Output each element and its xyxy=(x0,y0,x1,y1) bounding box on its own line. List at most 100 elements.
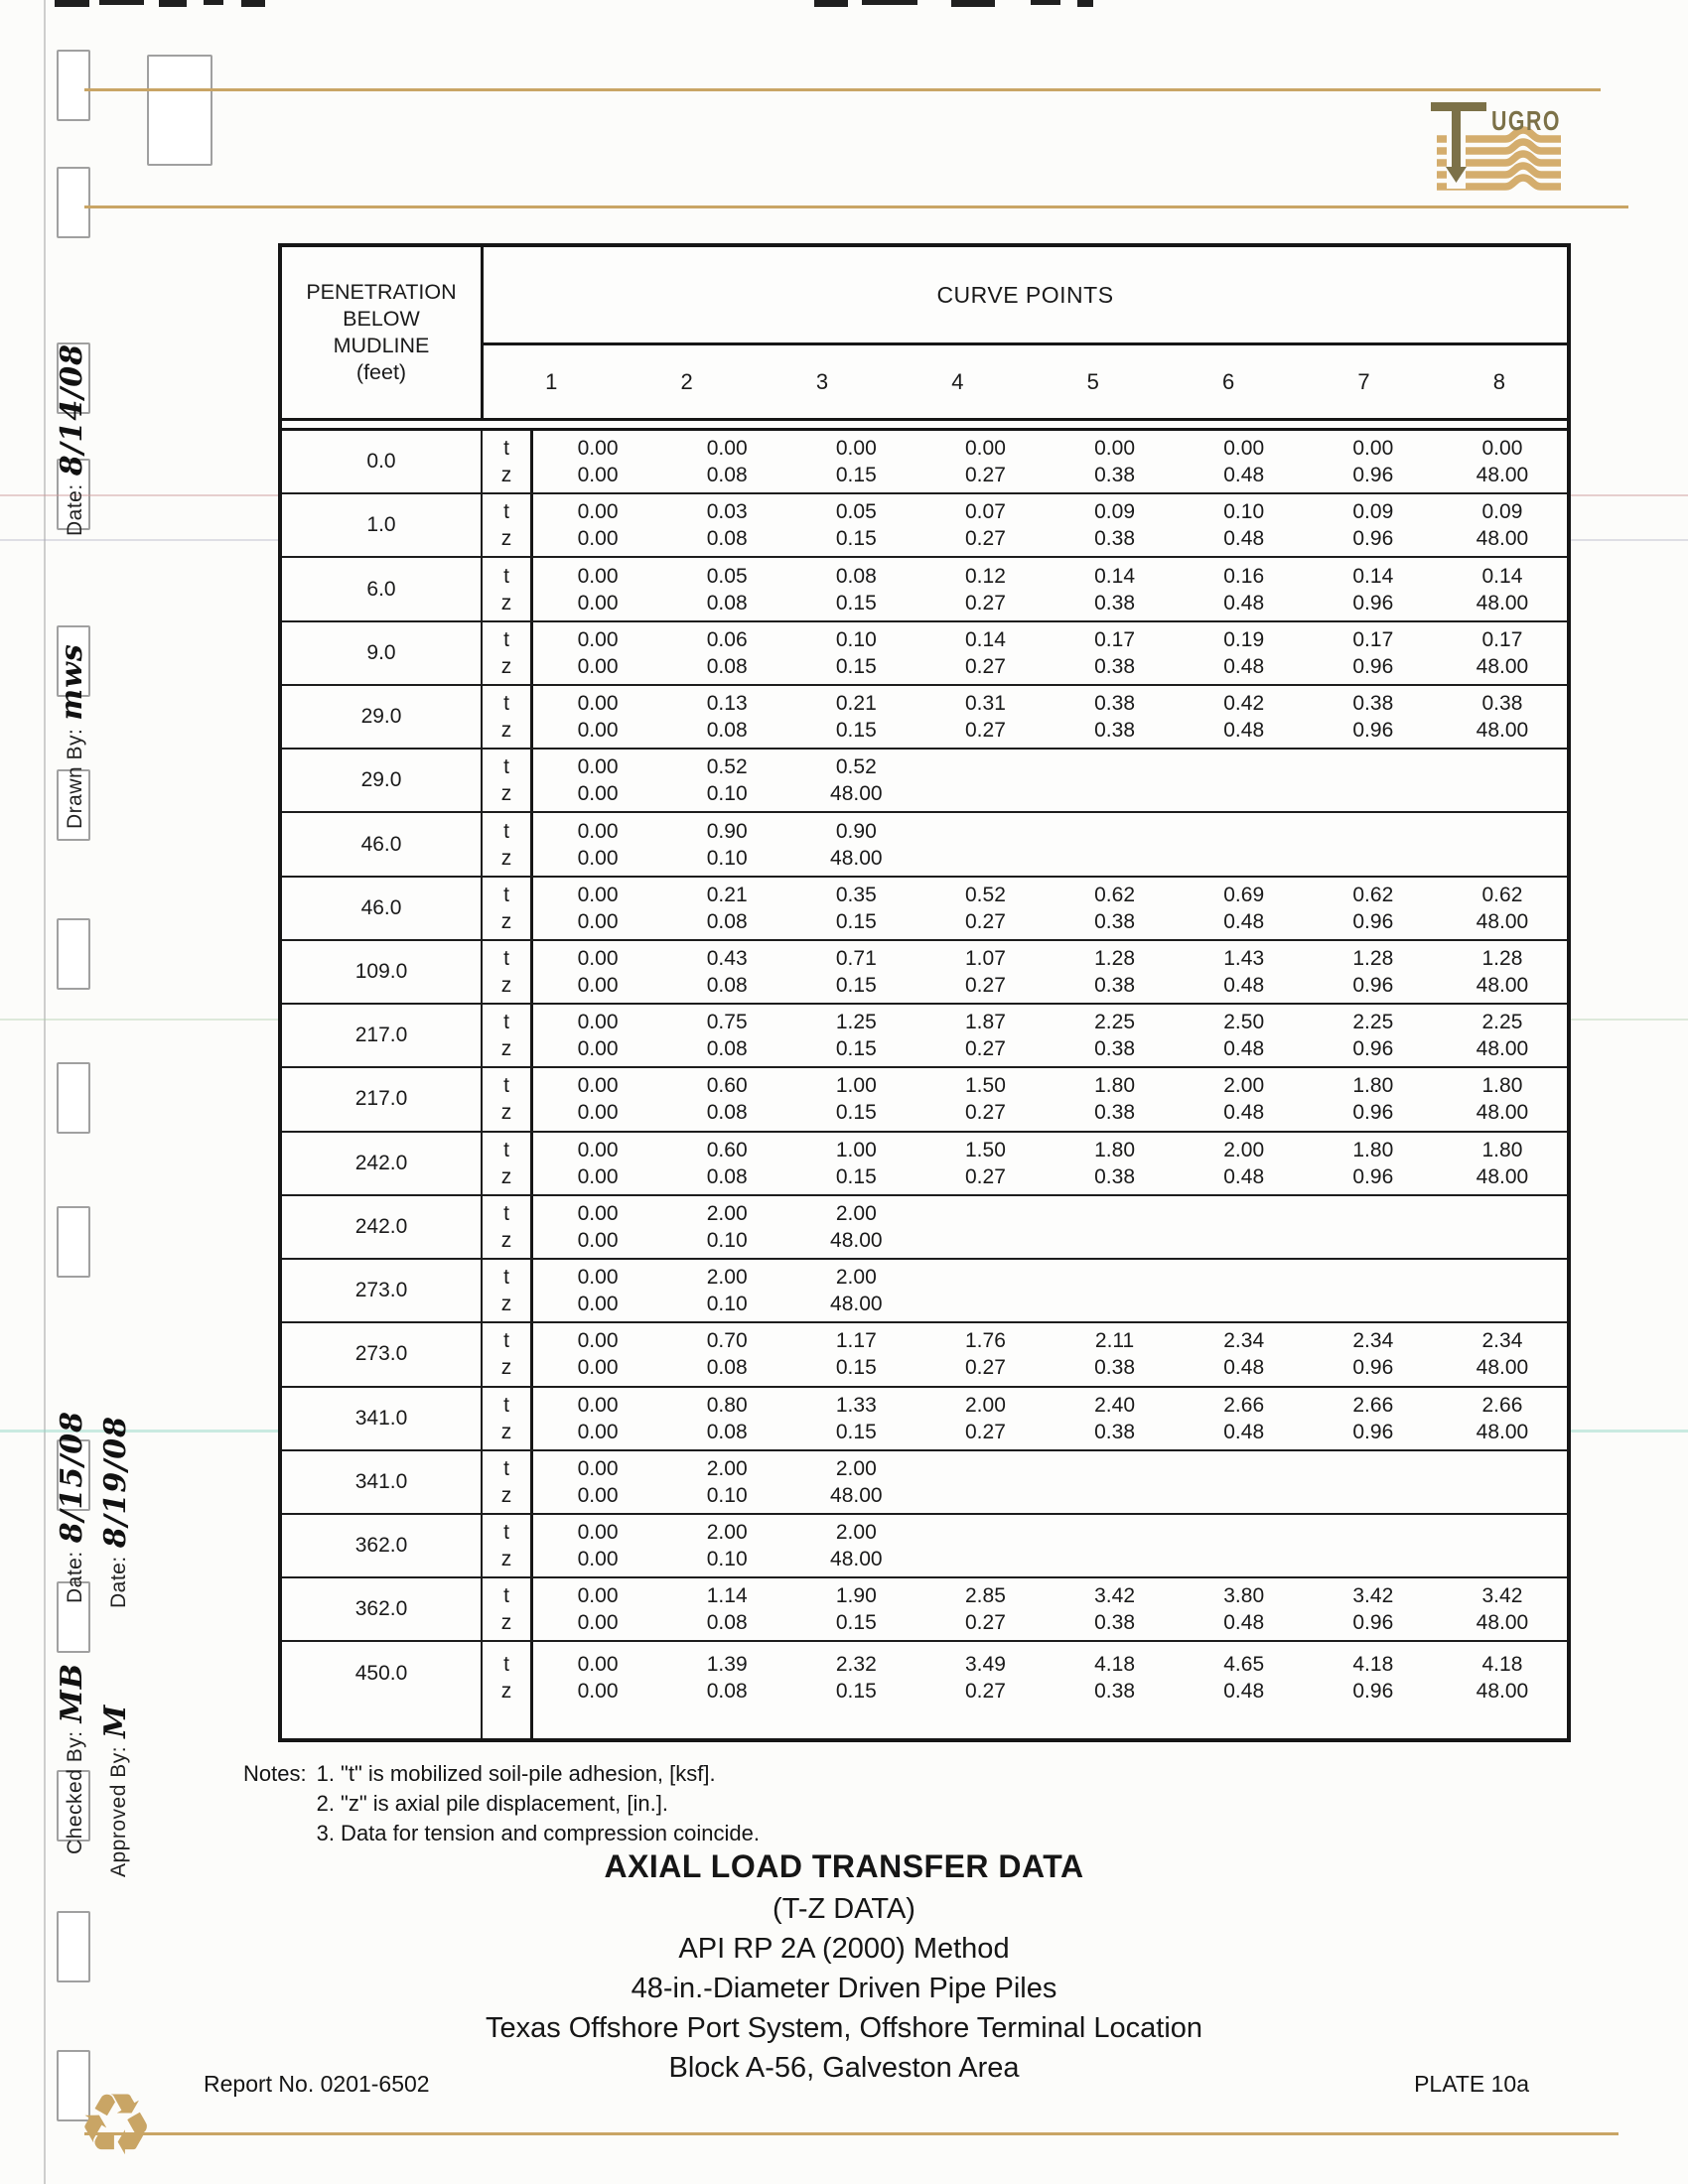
t-value xyxy=(920,1455,1050,1482)
z-value xyxy=(1180,780,1309,807)
t-value: 2.00 xyxy=(706,1201,748,1225)
z-label: z xyxy=(500,1293,512,1316)
z-value: 0.27 xyxy=(965,1611,1006,1635)
t-value: 0.17 xyxy=(1352,627,1394,651)
table-row: 109.0 t z 0.00 0.43 0.71 1.07 1.28 1.43 1.28 1.… xyxy=(282,940,1567,1006)
binder-hole-mark xyxy=(57,1770,90,1842)
z-value: 0.00 xyxy=(577,1548,619,1571)
t-value xyxy=(1180,1264,1309,1291)
t-value xyxy=(920,1264,1050,1291)
t-value: 2.66 xyxy=(1223,1393,1265,1417)
t-value: 1.28 xyxy=(1481,946,1523,970)
value-cells: 0.00 0.00 0.00 0.00 0.00 0.00 0.00 0.00 0.00 0.0… xyxy=(533,431,1567,492)
depth-cell: 450.0 xyxy=(282,1642,483,1738)
t-value: 1.39 xyxy=(706,1653,748,1677)
z-value: 0.96 xyxy=(1352,591,1394,614)
z-value: 0.00 xyxy=(577,1356,619,1380)
t-values: 0.00 0.06 0.10 0.14 0.17 0.19 0.17 0.17 xyxy=(533,626,1567,653)
z-value: 0.27 xyxy=(965,719,1006,743)
t-value: 2.11 xyxy=(1094,1329,1135,1353)
t-label: t xyxy=(503,1393,509,1417)
t-value: 0.00 xyxy=(577,500,619,524)
tz-label-cell: t z xyxy=(483,431,533,493)
t-value: 0.70 xyxy=(706,1329,748,1353)
z-value: 0.08 xyxy=(706,464,748,487)
z-label: z xyxy=(500,464,512,487)
z-value: 0.96 xyxy=(1352,527,1394,551)
z-value: 48.00 xyxy=(1476,464,1529,487)
margin-date-approved: Date: 8/19/08 xyxy=(98,1416,133,1608)
tz-label-cell: t z xyxy=(483,1323,533,1386)
z-value: 0.15 xyxy=(835,973,877,997)
z-value: 0.27 xyxy=(965,591,1006,614)
z-value: 0.96 xyxy=(1352,973,1394,997)
z-value: 48.00 xyxy=(1476,1611,1529,1635)
tz-label-cell: t z xyxy=(483,940,533,1004)
t-value: 4.65 xyxy=(1223,1653,1265,1677)
binder-hole-mark xyxy=(57,50,90,121)
z-label: z xyxy=(500,1420,512,1443)
fugro-logo: UGRO xyxy=(1428,97,1626,197)
t-value xyxy=(1309,1264,1438,1291)
table-row: 450.0 t z 0.00 1.39 2.32 3.49 4.18 4.65 4.18 4.… xyxy=(282,1642,1567,1738)
z-label: z xyxy=(500,527,512,551)
table-row: 217.0 t z 0.00 0.60 1.00 1.50 1.80 2.00 1.80 1.… xyxy=(282,1068,1567,1133)
depth-cell: 273.0 xyxy=(282,1323,483,1386)
z-value: 0.27 xyxy=(965,1680,1006,1704)
plate-subtitle: (T-Z DATA) xyxy=(773,1893,915,1925)
t-label: t xyxy=(503,1266,509,1290)
report-number: Report No. 0201-6502 xyxy=(204,2071,430,2097)
t-label: t xyxy=(503,1521,509,1545)
z-value: 48.00 xyxy=(830,1228,883,1252)
t-value xyxy=(1051,753,1180,780)
depth-cell: 242.0 xyxy=(282,1132,483,1194)
t-values: 0.00 0.43 0.71 1.07 1.28 1.43 1.28 1.28 xyxy=(533,945,1567,972)
t-values: 0.00 2.00 2.00 xyxy=(533,1519,1567,1546)
t-values: 0.00 2.00 2.00 xyxy=(533,1264,1567,1291)
z-value: 0.38 xyxy=(1094,1680,1135,1704)
t-values: 0.00 0.13 0.21 0.31 0.38 0.42 0.38 0.38 xyxy=(533,690,1567,717)
t-value: 0.38 xyxy=(1352,692,1394,716)
t-value: 0.00 xyxy=(835,437,877,461)
t-value: 0.52 xyxy=(835,755,877,779)
tz-label-cell: t z xyxy=(483,1068,533,1131)
z-value: 0.15 xyxy=(835,1164,877,1188)
depth-cell: 273.0 xyxy=(282,1260,483,1322)
binder-hole-mark xyxy=(57,625,90,697)
z-value: 0.27 xyxy=(965,464,1006,487)
t-value: 0.05 xyxy=(706,564,748,588)
t-label: t xyxy=(503,1201,509,1225)
z-label: z xyxy=(500,1356,512,1380)
t-value xyxy=(1309,1519,1438,1546)
t-value: 0.38 xyxy=(1094,692,1135,716)
t-values: 0.00 0.70 1.17 1.76 2.11 2.34 2.34 2.34 xyxy=(533,1327,1567,1354)
note-item: 3. Data for tension and compression coin… xyxy=(316,1821,760,1845)
z-value: 0.00 xyxy=(577,846,619,870)
z-value: 0.08 xyxy=(706,1164,748,1188)
t-value: 2.40 xyxy=(1094,1393,1135,1417)
z-value xyxy=(920,1546,1050,1572)
table-row: 217.0 t z 0.00 0.75 1.25 1.87 2.25 2.50 2.25 2.… xyxy=(282,1005,1567,1069)
t-value: 0.07 xyxy=(965,500,1006,524)
z-value xyxy=(1051,845,1180,872)
t-value: 0.21 xyxy=(835,692,877,716)
t-values: 0.00 0.21 0.35 0.52 0.62 0.69 0.62 0.62 xyxy=(533,882,1567,908)
binder-hole-mark xyxy=(57,769,90,841)
t-value: 3.80 xyxy=(1223,1584,1265,1608)
value-cells: 0.00 2.00 2.00 0.00 0.10 48.00 xyxy=(533,1196,1567,1258)
depth-cell: 0.0 xyxy=(282,431,483,493)
z-value: 0.27 xyxy=(965,527,1006,551)
tz-label-cell: t z xyxy=(483,1450,533,1513)
z-value: 0.00 xyxy=(577,654,619,678)
t-value: 0.00 xyxy=(577,1393,619,1417)
t-value: 0.71 xyxy=(835,946,877,970)
t-value: 2.34 xyxy=(1223,1329,1265,1353)
point-number: 8 xyxy=(1492,368,1505,394)
z-value xyxy=(1309,845,1438,872)
z-value: 0.27 xyxy=(965,973,1006,997)
t-values: 0.00 0.75 1.25 1.87 2.25 2.50 2.25 2.25 xyxy=(533,1009,1567,1035)
t-value: 0.80 xyxy=(706,1393,748,1417)
t-value: 0.16 xyxy=(1223,564,1265,588)
value-cells: 0.00 2.00 2.00 0.00 0.10 48.00 xyxy=(533,1451,1567,1513)
t-value: 0.14 xyxy=(1481,564,1523,588)
